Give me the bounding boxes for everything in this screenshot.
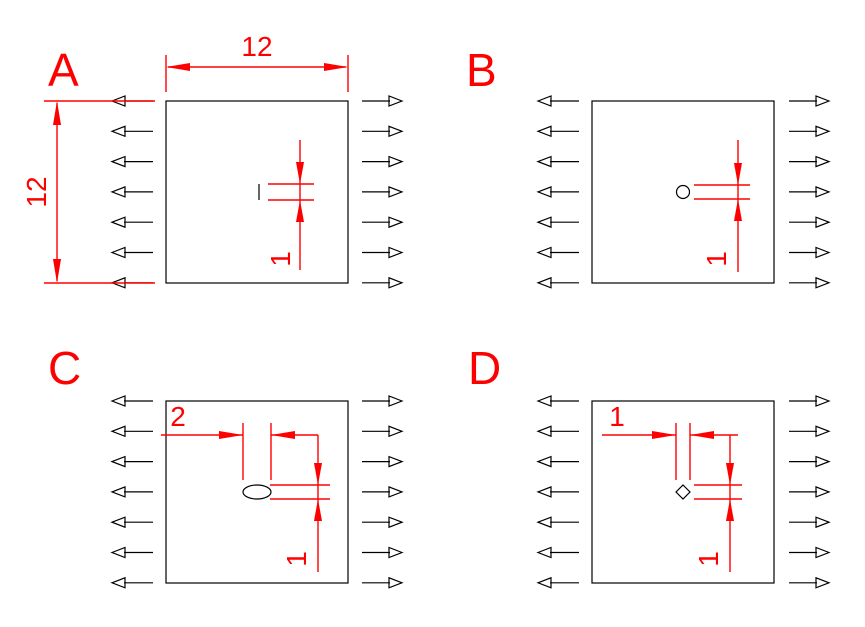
diamond-hole-d	[675, 484, 691, 500]
load-arrow-icon	[362, 216, 404, 229]
load-arrow-icon	[789, 425, 831, 438]
plate-b	[591, 100, 775, 284]
load-arrow-icon	[362, 455, 404, 468]
load-arrow-icon	[789, 186, 831, 198]
plate-a	[165, 100, 349, 284]
load-arrow-icon	[789, 216, 831, 229]
load-arrow-icon	[536, 516, 579, 529]
dimension-hole-height-c	[270, 435, 330, 572]
load-arrow-icon	[789, 455, 831, 468]
dimension-label-hole-height-b: 1	[701, 251, 732, 267]
load-arrow-icon	[362, 546, 404, 559]
dimension-hole-height-a	[268, 140, 314, 270]
load-arrow-icon	[110, 425, 153, 438]
load-arrow-icon	[789, 486, 831, 498]
load-arrow-icon	[362, 395, 404, 407]
load-arrow-icon	[536, 216, 579, 229]
load-arrow-icon	[536, 276, 579, 289]
load-arrow-icon	[362, 486, 404, 498]
load-arrow-icon	[536, 455, 579, 468]
load-arrow-icon	[362, 516, 404, 529]
load-arrow-icon	[362, 155, 404, 168]
dimension-plate-width-a	[165, 55, 349, 92]
load-arrows-b-left	[536, 95, 579, 289]
load-arrow-icon	[789, 155, 831, 168]
dimension-hole-width-d	[602, 423, 738, 480]
load-arrows-a-right	[362, 95, 404, 289]
load-arrow-icon	[536, 486, 579, 498]
load-arrow-icon	[110, 395, 153, 407]
load-arrow-icon	[536, 125, 579, 138]
load-arrow-icon	[789, 576, 831, 589]
load-arrow-icon	[362, 186, 404, 198]
load-arrow-icon	[110, 486, 153, 498]
plate-c	[165, 400, 349, 584]
load-arrow-icon	[536, 425, 579, 438]
dimension-label-plate-height: 12	[21, 176, 52, 207]
load-arrow-icon	[110, 155, 153, 168]
load-arrow-icon	[789, 276, 831, 289]
elliptical-hole-c	[242, 484, 272, 500]
load-arrow-icon	[110, 216, 153, 229]
load-arrows-a-left	[110, 95, 153, 289]
circular-hole-b	[675, 184, 691, 200]
load-arrow-icon	[110, 576, 153, 589]
load-arrow-icon	[362, 95, 404, 107]
load-arrow-icon	[110, 455, 153, 468]
dimension-label-hole-width-d: 1	[609, 401, 625, 432]
panel-label-b: B	[466, 44, 497, 96]
load-arrow-icon	[110, 546, 153, 559]
dimension-hole-height-b	[694, 140, 750, 272]
load-arrow-icon	[536, 155, 579, 168]
load-arrow-icon	[110, 246, 153, 259]
load-arrow-icon	[362, 576, 404, 589]
load-arrow-icon	[362, 246, 404, 259]
load-arrow-icon	[789, 516, 831, 529]
dimension-hole-height-d	[694, 435, 742, 572]
load-arrow-icon	[789, 246, 831, 259]
panel-label-a: A	[48, 44, 79, 96]
load-arrow-icon	[536, 95, 579, 107]
panel-label-d: D	[468, 342, 501, 394]
load-arrow-icon	[536, 576, 579, 589]
load-arrows-d-right	[789, 395, 831, 589]
dimension-hole-width-c	[161, 423, 318, 480]
load-arrow-icon	[536, 246, 579, 259]
load-arrow-icon	[536, 395, 579, 407]
load-arrow-icon	[110, 516, 153, 529]
load-arrows-d-left	[536, 395, 579, 589]
load-arrow-icon	[110, 125, 153, 138]
load-arrow-icon	[362, 425, 404, 438]
dimension-plate-height-a	[44, 100, 155, 284]
load-arrow-icon	[110, 186, 153, 198]
load-arrow-icon	[789, 95, 831, 107]
load-arrow-icon	[789, 125, 831, 138]
load-arrow-icon	[789, 546, 831, 559]
load-arrows-b-right	[789, 95, 831, 289]
load-arrow-icon	[536, 186, 579, 198]
load-arrow-icon	[536, 546, 579, 559]
dimension-label-hole-height-a: 1	[265, 251, 296, 267]
dimension-label-hole-height-d: 1	[693, 551, 724, 567]
dimension-label-hole-height-c: 1	[281, 551, 312, 567]
plate-d	[591, 400, 775, 584]
dimension-label-hole-width-c: 2	[170, 401, 186, 432]
load-arrow-icon	[362, 276, 404, 289]
load-arrow-icon	[362, 125, 404, 138]
load-arrow-icon	[789, 395, 831, 407]
panel-label-c: C	[48, 342, 81, 394]
dimension-label-plate-width: 12	[241, 31, 272, 62]
load-arrows-c-right	[362, 395, 404, 589]
load-arrows-c-left	[110, 395, 153, 589]
